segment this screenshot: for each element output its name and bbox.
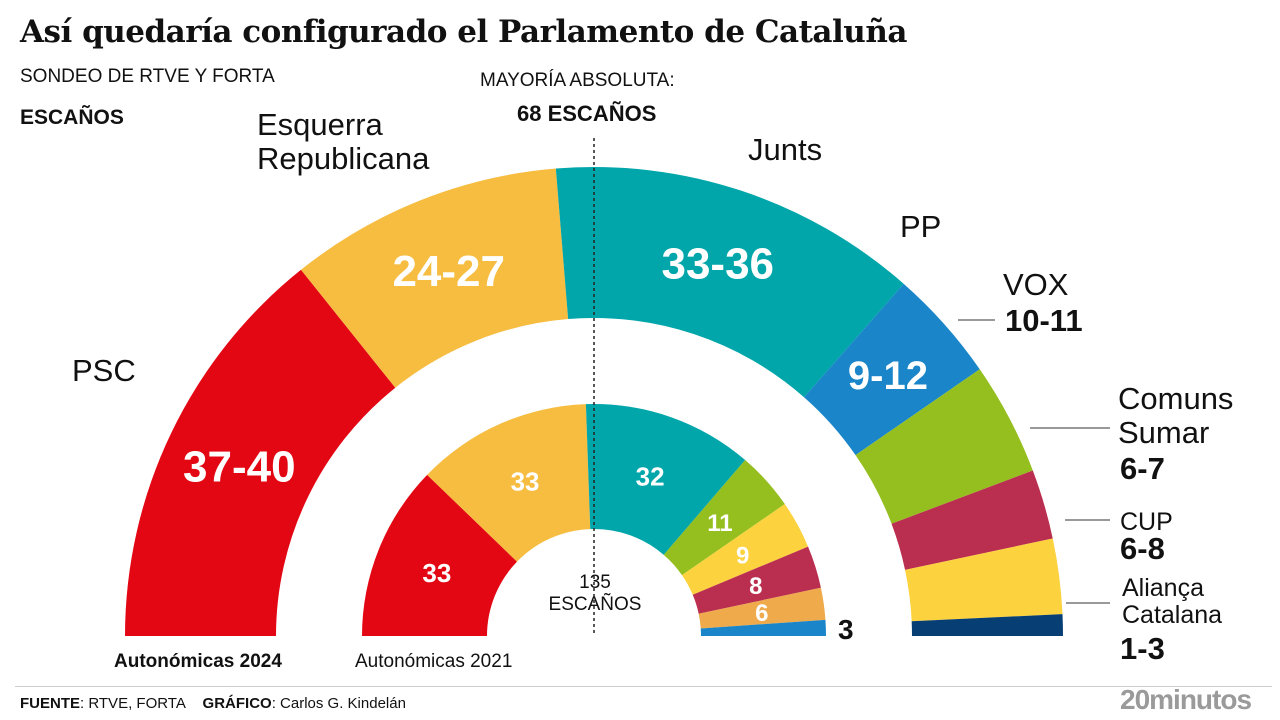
outer-segment-3: [804, 283, 980, 456]
outer-segment-4: [855, 369, 1033, 524]
outer-value-2: 33-36: [661, 239, 774, 288]
outer-segment-5: [891, 470, 1053, 570]
outer-segment-1: [300, 168, 569, 388]
total-seats: 135 ESCAÑOS: [540, 572, 650, 616]
inner-segment-4: [682, 504, 809, 595]
label-pp: PP: [900, 209, 942, 244]
credit: : Carlos G. Kindelán: [271, 695, 406, 712]
outer-ring-label: Autonómicas 2024: [114, 651, 282, 672]
chart-title: Así quedaría configurado el Parlamento d…: [20, 14, 907, 50]
majority-value: 68 ESCAÑOS: [517, 101, 657, 126]
inner-segment-1: [427, 404, 591, 562]
outer-segment-0: [125, 269, 396, 636]
source: : RTVE, FORTA: [80, 695, 186, 712]
label-comuns: Comuns Sumar: [1118, 381, 1234, 450]
inner-value-0: 33: [422, 558, 451, 588]
inner-value-5: 8: [749, 573, 762, 600]
label-alianca: Aliança Catalana: [1122, 574, 1223, 629]
label-cup: CUP: [1120, 508, 1173, 536]
inner-segment-0: [362, 474, 518, 636]
label-junts: Junts: [748, 132, 823, 167]
chart-subtitle: SONDEO DE RTVE Y FORTA: [20, 66, 275, 87]
inner-segment-7: [700, 619, 826, 636]
footer-divider: [15, 686, 1272, 687]
outer-segment-7: [911, 614, 1063, 636]
inner-value-1: 33: [511, 467, 540, 497]
value-comuns: 6-7: [1120, 451, 1165, 486]
outer-value-1: 24-27: [392, 247, 505, 296]
inner-segment-2: [585, 404, 746, 555]
inner-value-3: 11: [707, 510, 732, 537]
value-alianca: 1-3: [1120, 631, 1165, 666]
inner-segment-5: [692, 546, 821, 614]
total-unit: ESCAÑOS: [548, 594, 642, 615]
inner-value-4: 9: [736, 542, 749, 569]
inner-ring-label: Autonómicas 2021: [355, 651, 513, 672]
credit-key: GRÁFICO: [202, 695, 272, 712]
value-vox: 10-11: [1005, 303, 1083, 338]
majority-label: MAYORÍA ABSOLUTA:: [480, 70, 675, 91]
inner-segment-3: [663, 460, 785, 576]
value-cup: 6-8: [1120, 531, 1165, 566]
total-number: 135: [579, 572, 611, 593]
outer-segment-6: [905, 538, 1063, 622]
source-key: FUENTE: [20, 695, 80, 712]
outer-segment-2: [555, 167, 904, 398]
inner-value-6: 6: [755, 600, 768, 627]
outer-value-0: 37-40: [183, 442, 296, 491]
label-erc: Esquerra Republicana: [257, 107, 430, 176]
inner-value-2: 32: [636, 461, 665, 491]
footer-credits: FUENTE: RTVE, FORTA GRÁFICO: Carlos G. K…: [20, 695, 406, 712]
inner-segment-6: [698, 587, 826, 629]
unit-label: ESCAÑOS: [20, 106, 124, 129]
inner-value-pp: 3: [838, 614, 854, 645]
label-vox: VOX: [1003, 267, 1069, 302]
label-psc: PSC: [72, 353, 136, 388]
outer-value-3: 9-12: [848, 354, 928, 398]
logo-20minutos: 20minutos: [1120, 684, 1252, 715]
